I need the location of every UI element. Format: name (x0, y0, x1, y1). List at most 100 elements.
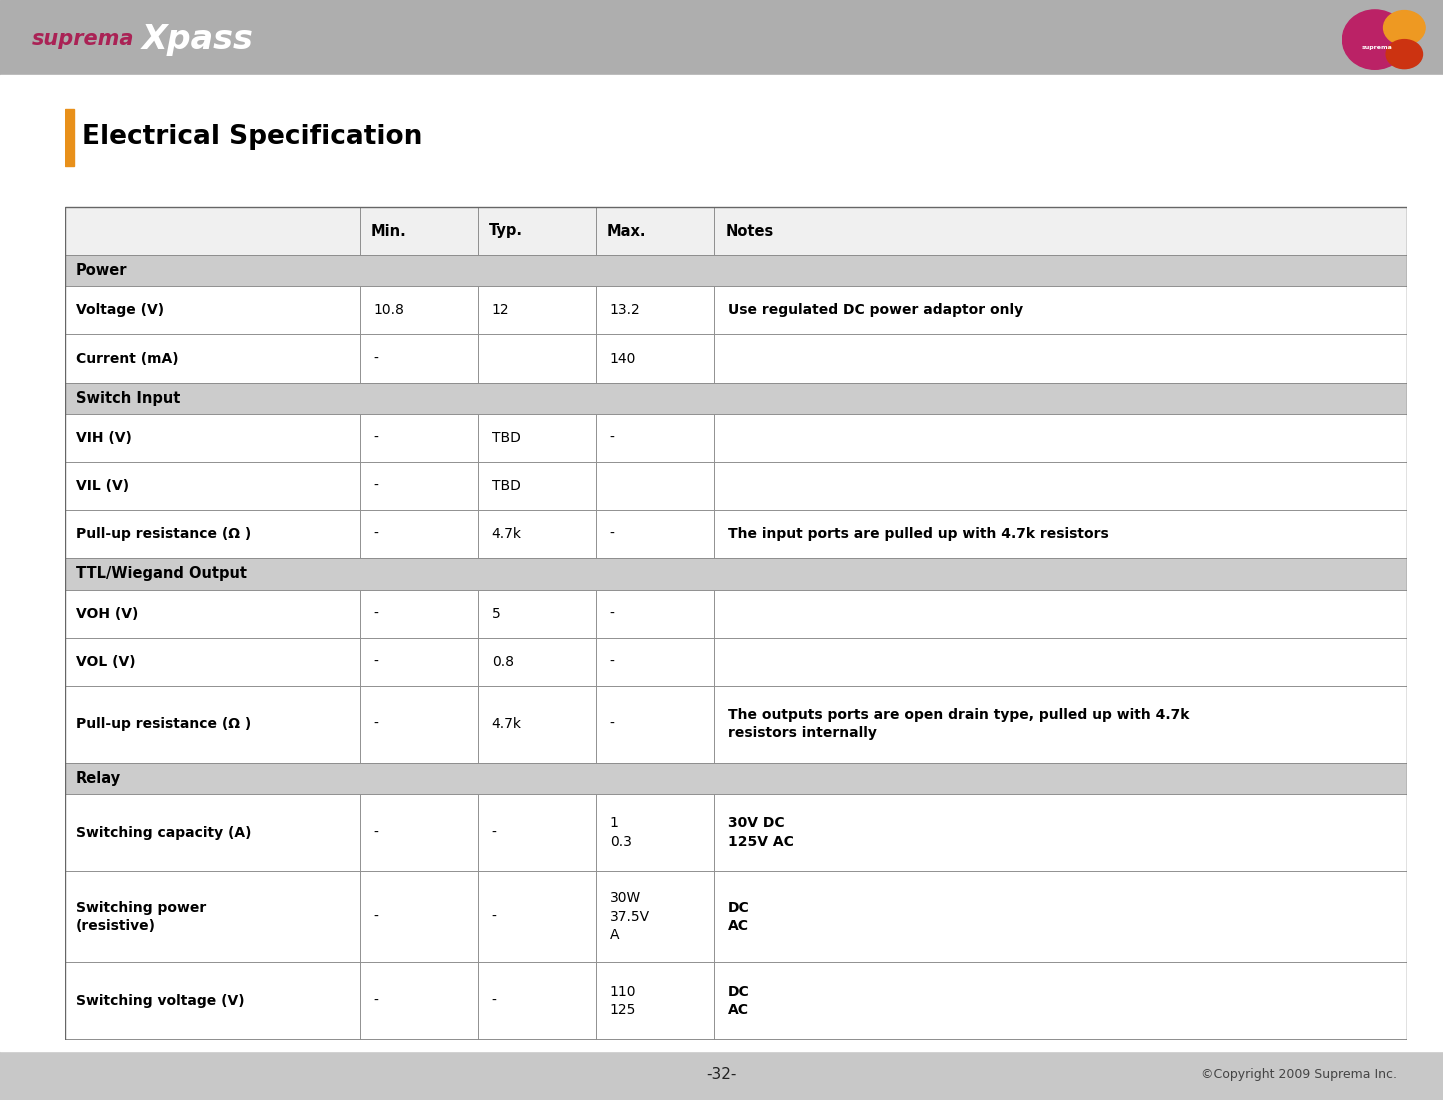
Text: TTL/Wiegand Output: TTL/Wiegand Output (75, 566, 247, 582)
Bar (714, 207, 1407, 255)
Text: Min.: Min. (371, 223, 407, 239)
Bar (596, 286, 714, 334)
Bar (714, 286, 1407, 334)
Bar (65, 462, 361, 510)
Bar (596, 414, 714, 462)
Bar (65, 255, 1407, 286)
Text: 4.7k: 4.7k (492, 527, 522, 541)
Bar (478, 414, 596, 462)
Bar (596, 207, 714, 255)
Text: -: - (374, 654, 378, 669)
Text: Power: Power (75, 263, 127, 278)
Text: Notes: Notes (726, 223, 773, 239)
Text: 110
125: 110 125 (610, 984, 636, 1018)
Text: TBD: TBD (492, 431, 521, 444)
Text: VOL (V): VOL (V) (75, 654, 136, 669)
Bar (714, 962, 1407, 1040)
Text: Voltage (V): Voltage (V) (75, 304, 165, 318)
Text: Typ.: Typ. (489, 223, 522, 239)
Text: Pull-up resistance (Ω ): Pull-up resistance (Ω ) (75, 527, 251, 541)
Text: 12: 12 (492, 304, 509, 318)
Text: The input ports are pulled up with 4.7k resistors: The input ports are pulled up with 4.7k … (727, 527, 1108, 541)
Text: -: - (610, 654, 615, 669)
Text: The outputs ports are open drain type, pulled up with 4.7k
resistors internally: The outputs ports are open drain type, p… (727, 708, 1189, 740)
Bar (361, 871, 478, 962)
Bar (714, 794, 1407, 871)
Text: -: - (374, 717, 378, 732)
Text: -: - (374, 910, 378, 924)
Bar (596, 871, 714, 962)
Bar (361, 462, 478, 510)
Text: 140: 140 (610, 352, 636, 365)
Text: 13.2: 13.2 (610, 304, 641, 318)
Text: -: - (492, 910, 496, 924)
Text: Xpass: Xpass (141, 22, 254, 55)
Bar (361, 286, 478, 334)
Bar (65, 962, 361, 1040)
Bar (65, 510, 361, 558)
Bar (361, 207, 478, 255)
Text: Switching voltage (V): Switching voltage (V) (75, 994, 244, 1008)
Text: DC
AC: DC AC (727, 901, 749, 933)
Bar (478, 286, 596, 334)
Text: Relay: Relay (75, 771, 121, 785)
Bar (478, 962, 596, 1040)
Text: -: - (374, 352, 378, 365)
Bar (714, 685, 1407, 762)
Bar (361, 962, 478, 1040)
Text: -32-: -32- (706, 1067, 737, 1081)
Bar (714, 590, 1407, 638)
Bar (361, 685, 478, 762)
Bar (478, 510, 596, 558)
Bar (596, 462, 714, 510)
Text: -: - (610, 606, 615, 620)
Bar (65, 871, 361, 962)
Bar (478, 685, 596, 762)
Bar (361, 414, 478, 462)
Bar (65, 685, 361, 762)
Text: 10.8: 10.8 (374, 304, 404, 318)
Bar (596, 638, 714, 685)
Bar (478, 462, 596, 510)
Text: Use regulated DC power adaptor only: Use regulated DC power adaptor only (727, 304, 1023, 318)
Text: VIH (V): VIH (V) (75, 431, 131, 444)
Text: ©Copyright 2009 Suprema Inc.: ©Copyright 2009 Suprema Inc. (1201, 1068, 1397, 1081)
Ellipse shape (1384, 11, 1426, 45)
Bar (478, 590, 596, 638)
Bar (65, 109, 75, 166)
Bar (65, 334, 361, 383)
Text: 30V DC
125V AC: 30V DC 125V AC (727, 816, 794, 849)
Text: 30W
37.5V
A: 30W 37.5V A (610, 891, 649, 943)
Bar (361, 510, 478, 558)
Text: Current (mA): Current (mA) (75, 352, 179, 365)
Bar (478, 871, 596, 962)
Text: Switch Input: Switch Input (75, 390, 180, 406)
Text: VIL (V): VIL (V) (75, 480, 128, 493)
Bar (361, 638, 478, 685)
Text: Max.: Max. (608, 223, 646, 239)
Bar (361, 590, 478, 638)
Bar (596, 794, 714, 871)
Ellipse shape (1387, 40, 1423, 68)
Bar (596, 590, 714, 638)
Text: -: - (374, 480, 378, 493)
Text: -: - (374, 826, 378, 839)
Text: -: - (374, 606, 378, 620)
Bar (596, 510, 714, 558)
Text: 4.7k: 4.7k (492, 717, 522, 732)
Text: suprema: suprema (1361, 45, 1392, 50)
Bar (714, 871, 1407, 962)
Text: -: - (374, 431, 378, 444)
Bar (478, 207, 596, 255)
Bar (714, 510, 1407, 558)
Bar (65, 558, 1407, 590)
Bar (65, 638, 361, 685)
Text: Electrical Specification: Electrical Specification (82, 124, 423, 151)
Bar (65, 207, 361, 255)
Text: 0.8: 0.8 (492, 654, 514, 669)
Bar (361, 794, 478, 871)
Bar (65, 590, 361, 638)
Text: -: - (492, 994, 496, 1008)
Bar (65, 383, 1407, 414)
Bar (65, 414, 361, 462)
